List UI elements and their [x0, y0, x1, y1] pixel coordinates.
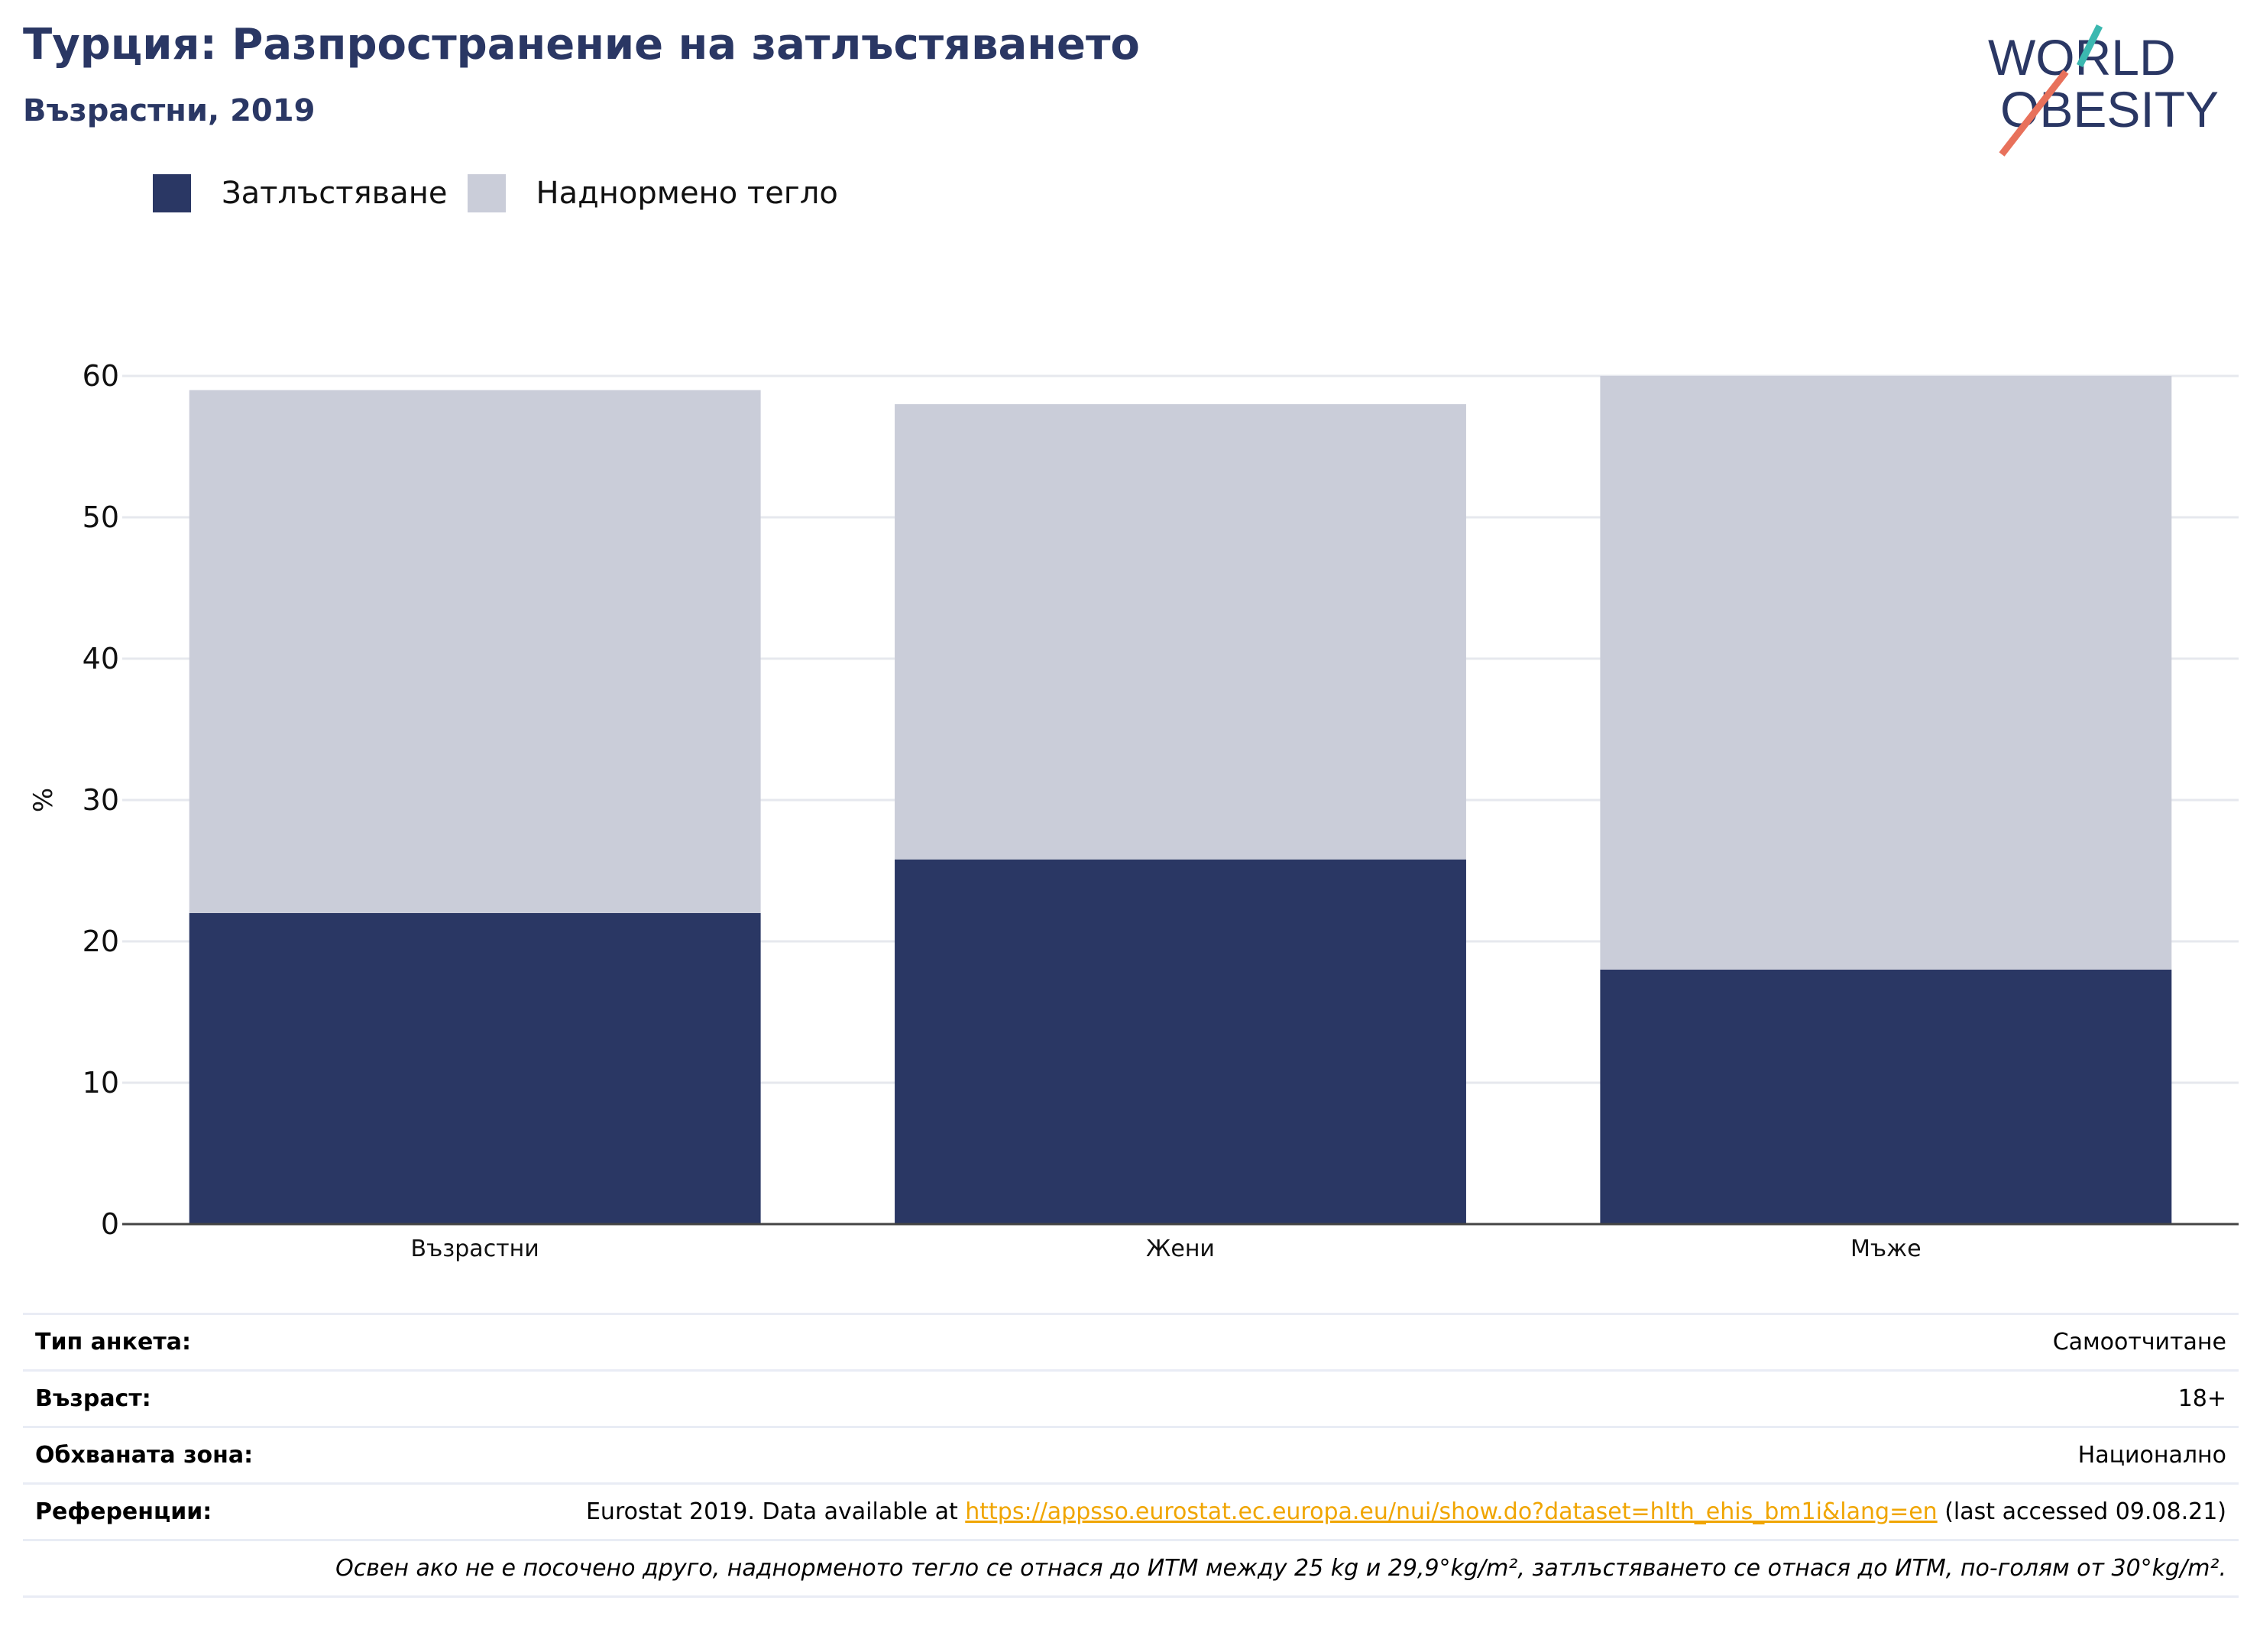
y-tick-label: 50	[83, 500, 119, 534]
info-value-survey-type: Самоотчитане	[506, 1313, 2239, 1371]
info-row-area: Обхваната зона: Национално	[23, 1426, 2239, 1484]
chart-subtitle: Възрастни, 2019	[23, 93, 316, 128]
bar-obesity	[895, 859, 1466, 1224]
info-row-survey-type: Тип анкета: Самоотчитане	[23, 1313, 2239, 1371]
y-axis-label: %	[28, 788, 59, 812]
info-key-references: Референции:	[23, 1482, 506, 1540]
info-key-age: Възраст:	[23, 1369, 506, 1427]
y-tick-label: 30	[83, 783, 119, 817]
info-key-survey-type: Тип анкета:	[23, 1313, 506, 1371]
y-tick-label: 20	[83, 925, 119, 958]
y-tick-label: 60	[83, 359, 119, 393]
reference-suffix: (last accessed 09.08.21)	[1937, 1498, 2226, 1525]
info-value-references: Eurostat 2019. Data available at https:/…	[506, 1482, 2239, 1540]
legend-item-overweight[interactable]: Наднормено тегло	[467, 174, 838, 212]
bar-overweight	[1600, 376, 2172, 970]
legend-item-obesity[interactable]: Затлъстяване	[153, 174, 448, 212]
info-value-age: 18+	[506, 1369, 2239, 1427]
info-key-area: Обхваната зона:	[23, 1426, 506, 1484]
y-tick-label: 0	[101, 1207, 119, 1241]
x-tick-label: Възрастни	[411, 1236, 539, 1262]
x-tick-label: Мъже	[1850, 1236, 1922, 1262]
legend-swatch-obesity	[153, 174, 191, 212]
bar-chart: 0 10 20 30 40 50 60% Възрастни Жени Мъже	[28, 359, 2239, 1262]
x-tick-label: Жени	[1146, 1236, 1215, 1262]
legend-label-overweight: Наднормено тегло	[536, 176, 838, 211]
bar-overweight	[895, 404, 1466, 860]
reference-link[interactable]: https://appsso.eurostat.ec.europa.eu/nui…	[965, 1498, 1938, 1525]
footnote: Освен ако не е посочено друго, наднормен…	[23, 1539, 2239, 1598]
info-table: Тип анкета: Самоотчитане Възраст: 18+ Об…	[23, 1313, 2239, 1598]
y-tick-label: 40	[83, 642, 119, 675]
info-row-references: Референции: Eurostat 2019. Data availabl…	[23, 1482, 2239, 1540]
legend-swatch-overweight	[467, 174, 506, 212]
bar-obesity	[189, 913, 761, 1224]
chart-title: Турция: Разпространение на затлъстяванет…	[23, 20, 1140, 70]
reference-prefix: Eurostat 2019. Data available at	[585, 1498, 966, 1525]
info-row-footnote: Освен ако не е посочено друго, наднормен…	[23, 1539, 2239, 1598]
chart-legend: Затлъстяване Наднормено тегло	[153, 174, 858, 212]
world-obesity-logo: WORLD OBESITY	[1988, 24, 2219, 157]
bar-overweight	[189, 390, 761, 913]
info-value-area: Национално	[506, 1426, 2239, 1484]
legend-label-obesity: Затлъстяване	[222, 176, 448, 211]
y-tick-label: 10	[83, 1066, 119, 1100]
info-row-age: Възраст: 18+	[23, 1369, 2239, 1427]
bar-obesity	[1600, 970, 2172, 1224]
